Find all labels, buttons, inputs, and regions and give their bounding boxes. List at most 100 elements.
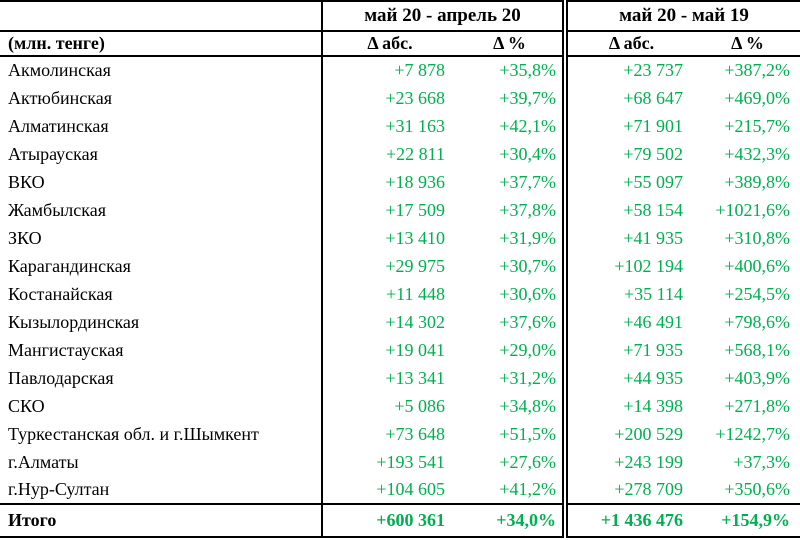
yoy-pct-cell: +254,5% [724,283,791,304]
yoy-pct-cell: +1021,6% [715,199,791,220]
yoy-abs-cell: +243 199 [562,448,695,476]
yoy-abs-cell: +58 154 [562,196,695,224]
region-cell: ВКО [8,171,45,192]
mom-pct-cell: +37,8% [499,199,556,220]
table-row: ЗКО +13 410 +31,9% +41 935 +310,8% [0,224,800,252]
region-cell: Атырауская [8,143,98,164]
region-cell: Костанайская [8,283,113,304]
period-header-row: май 20 - апрель 20 май 20 - май 19 [0,1,800,32]
yoy-abs-cell: +41 935 [562,224,695,252]
mom-pct-cell: +30,4% [499,143,556,164]
mom-abs-cell: +104 605 [321,476,457,504]
yoy-abs-cell: +71 935 [562,336,695,364]
yoy-pct-cell: +387,2% [724,60,791,80]
total-mom-pct-cell: +34,0% [457,503,565,538]
mom-abs-cell: +13 410 [321,224,457,252]
yoy-pct-cell: +1242,7% [715,423,791,444]
table-row: Атырауская +22 811 +30,4% +79 502 +432,3% [0,140,800,168]
mom-pct-cell: +27,6% [499,451,556,472]
mom-pct-cell: +29,0% [499,339,556,360]
region-cell: Карагандинская [8,255,131,276]
yoy-abs-cell: +46 491 [562,308,695,336]
yoy-pct-cell: +432,3% [724,143,791,164]
mom-abs-cell: +23 668 [321,84,457,112]
mom-abs-cell: +7 878 [321,56,457,84]
region-cell: Жамбылская [8,199,107,220]
table-row: Туркестанская обл. и г.Шымкент +73 648 +51… [0,420,800,448]
region-cell: СКО [8,395,45,416]
yoy-pct-cell: +37,3% [733,451,791,472]
total-mom-abs-cell: +600 361 [321,503,457,538]
yoy-pct-cell: +400,6% [724,255,791,276]
region-cell: Актюбинская [8,87,112,108]
mom-abs-cell: +29 975 [321,252,457,280]
table-row: Алматинская +31 163 +42,1% +71 901 +215,7% [0,112,800,140]
mom-pct-cell: +37,6% [499,311,556,332]
yoy-abs-cell: +35 114 [562,280,695,308]
table-row: Жамбылская +17 509 +37,8% +58 154 +1021,6% [0,196,800,224]
mom-pct-cell: +41,2% [499,479,556,499]
mom-abs-cell: +18 936 [321,168,457,196]
mom-pct-cell: +30,7% [499,255,556,276]
table-row: Актюбинская +23 668 +39,7% +68 647 +469,0% [0,84,800,112]
yoy-abs-cell: +23 737 [562,56,695,84]
mom-pct-cell: +31,2% [499,367,556,388]
yoy-abs-cell: +55 097 [562,168,695,196]
region-cell: Туркестанская обл. и г.Шымкент [8,423,259,444]
total-yoy-pct-cell: +154,9% [695,503,800,538]
table-row: Кызылординская +14 302 +37,6% +46 491 +798,6… [0,308,800,336]
mom-abs-cell: +14 302 [321,308,457,336]
table-row: г.Нур-Султан +104 605 +41,2% +278 709 +350,6… [0,476,800,504]
table-body: Акмолинская +7 878 +35,8% +23 737 +387,2% Акт… [0,56,800,504]
region-cell: г.Алматы [8,451,79,472]
yoy-abs-header: Δ абс. [562,31,695,57]
mom-pct-cell: +51,5% [499,423,556,444]
mom-abs-cell: +5 086 [321,392,457,420]
region-cell: Мангистауская [8,339,124,360]
yoy-pct-cell: +403,9% [724,367,791,388]
region-cell: Кызылординская [8,311,140,332]
yoy-abs-cell: +14 398 [562,392,695,420]
region-cell: Павлодарская [8,367,114,388]
mom-abs-cell: +13 341 [321,364,457,392]
unit-label: (млн. тенге) [0,31,322,57]
mom-pct-cell: +30,6% [499,283,556,304]
mom-pct-cell: +31,9% [499,227,556,248]
yoy-pct-cell: +350,6% [724,479,791,499]
mom-abs-header: Δ абс. [321,31,457,57]
yoy-abs-cell: +102 194 [562,252,695,280]
mom-pct-header: Δ % [457,31,565,57]
mom-abs-cell: +11 448 [321,280,457,308]
mom-pct-cell: +39,7% [499,87,556,108]
table-row: Мангистауская +19 041 +29,0% +71 935 +568,1% [0,336,800,364]
yoy-pct-cell: +310,8% [724,227,791,248]
region-cell: Алматинская [8,115,109,136]
table-row: Костанайская +11 448 +30,6% +35 114 +254,5% [0,280,800,308]
total-row: Итого +600 361 +34,0% +1 436 476 +154,9% [0,503,800,538]
region-cell: ЗКО [8,227,42,248]
table-row: Акмолинская +7 878 +35,8% +23 737 +387,2% [0,56,800,84]
yoy-pct-cell: +389,8% [724,171,791,192]
period-header-mom: май 20 - апрель 20 [321,1,565,32]
yoy-abs-cell: +79 502 [562,140,695,168]
total-yoy-abs-cell: +1 436 476 [562,503,695,538]
mom-abs-cell: +193 541 [321,448,457,476]
mom-abs-cell: +73 648 [321,420,457,448]
table-row: Павлодарская +13 341 +31,2% +44 935 +403,9% [0,364,800,392]
mom-pct-cell: +37,7% [499,171,556,192]
yoy-abs-cell: +68 647 [562,84,695,112]
subheader-row: (млн. тенге) Δ абс. Δ % Δ абс. Δ % [0,31,800,57]
yoy-pct-cell: +798,6% [724,311,791,332]
mom-pct-cell: +35,8% [499,60,556,80]
mom-abs-cell: +22 811 [321,140,457,168]
yoy-abs-cell: +71 901 [562,112,695,140]
yoy-pct-cell: +271,8% [724,395,791,416]
yoy-abs-cell: +200 529 [562,420,695,448]
yoy-pct-cell: +469,0% [724,87,791,108]
yoy-abs-cell: +44 935 [562,364,695,392]
table-row: Карагандинская +29 975 +30,7% +102 194 +400,… [0,252,800,280]
table-row: ВКО +18 936 +37,7% +55 097 +389,8% [0,168,800,196]
mom-pct-cell: +34,8% [499,395,556,416]
